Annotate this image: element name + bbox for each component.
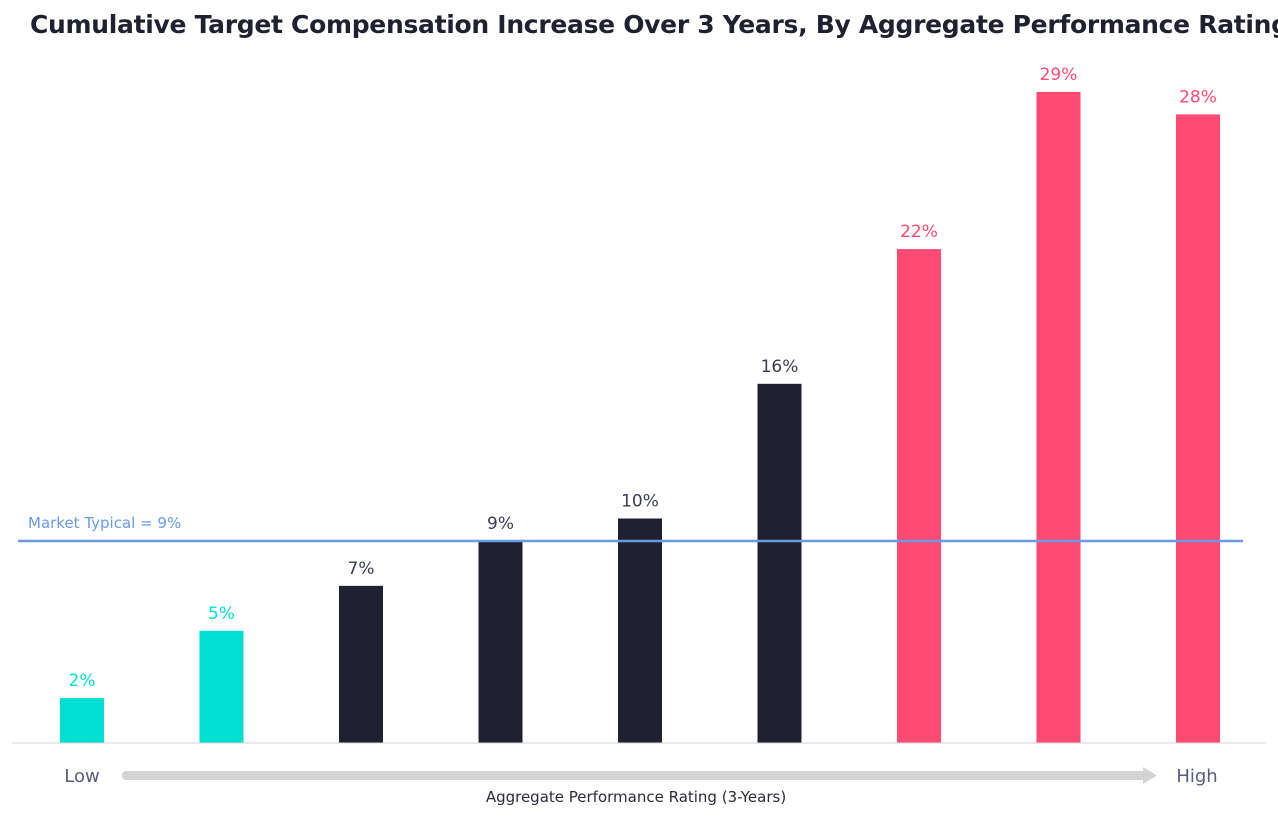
bar-5 [618, 518, 662, 743]
bar-3 [339, 585, 383, 743]
market-typical-label: Market Typical = 9% [28, 514, 181, 532]
bar-1 [60, 698, 104, 743]
bars-group [60, 91, 1220, 743]
bar-value-label-7: 22% [900, 222, 938, 242]
bar-value-label-8: 29% [1040, 65, 1078, 85]
x-axis-arrow [122, 771, 1146, 780]
bar-labels-group: 2% 5% 7% 9% 10% 16% 22% 29% 28% [69, 65, 1217, 691]
bar-value-label-5: 10% [621, 492, 659, 512]
chart-title: Cumulative Target Compensation Increase … [30, 10, 1278, 39]
bar-value-label-2: 5% [208, 604, 235, 624]
x-axis-low-label: Low [64, 766, 99, 787]
bar-9 [1176, 114, 1220, 743]
bar-value-label-1: 2% [69, 671, 96, 691]
bar-8 [1036, 91, 1081, 743]
bar-value-label-3: 7% [348, 559, 375, 579]
bar-value-label-4: 9% [487, 514, 514, 534]
bar-value-label-6: 16% [761, 357, 799, 377]
bar-6 [757, 383, 802, 743]
x-axis-arrow-head [1143, 767, 1157, 784]
bar-4 [478, 540, 523, 743]
bar-2 [199, 630, 244, 743]
x-axis-title: Aggregate Performance Rating (3-Years) [486, 788, 786, 806]
bar-7 [897, 249, 941, 743]
bar-value-label-9: 28% [1179, 87, 1217, 107]
x-axis-high-label: High [1176, 766, 1217, 787]
